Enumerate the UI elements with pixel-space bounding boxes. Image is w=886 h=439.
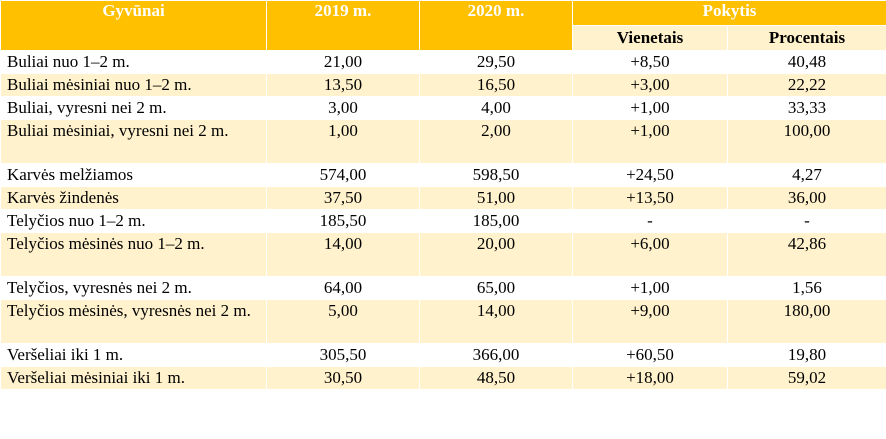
cell-2019: 21,00	[266, 50, 420, 74]
cell-change-units: +13,50	[572, 186, 728, 210]
table-row: Telyčios, vyresnės nei 2 m. 64,00 65,00 …	[0, 276, 886, 300]
header-units: Vienetais	[572, 25, 728, 51]
cell-animal: Buliai, vyresni nei 2 m.	[0, 96, 267, 120]
cell-change-percent: 19,80	[727, 343, 886, 367]
table-row: Buliai mėsiniai, vyresni nei 2 m. 1,00 2…	[0, 119, 886, 164]
cell-change-percent: 4,27	[727, 163, 886, 187]
header-change: Pokytis	[572, 0, 886, 26]
cell-animal: Buliai mėsiniai nuo 1–2 m.	[0, 73, 267, 97]
cell-animal: Buliai nuo 1–2 m.	[0, 50, 267, 74]
cell-change-units: +9,00	[572, 299, 728, 344]
table-row: Karvės melžiamos 574,00 598,50 +24,50 4,…	[0, 163, 886, 187]
table-row: Telyčios mėsinės nuo 1–2 m. 14,00 20,00 …	[0, 232, 886, 277]
cell-change-percent: 180,00	[727, 299, 886, 344]
cell-2020: 65,00	[419, 276, 573, 300]
cell-2019: 13,50	[266, 73, 420, 97]
cell-change-percent: 40,48	[727, 50, 886, 74]
cell-animal: Telyčios mėsinės, vyresnės nei 2 m.	[0, 299, 267, 344]
cell-animal: Telyčios, vyresnės nei 2 m.	[0, 276, 267, 300]
table-row: Buliai, vyresni nei 2 m. 3,00 4,00 +1,00…	[0, 96, 886, 120]
cell-2019: 30,50	[266, 366, 420, 390]
cell-2019: 1,00	[266, 119, 420, 164]
cell-change-units: -	[572, 209, 728, 233]
table-row: Veršeliai iki 1 m. 305,50 366,00 +60,50 …	[0, 343, 886, 367]
cell-change-units: +6,00	[572, 232, 728, 277]
cell-change-percent: 1,56	[727, 276, 886, 300]
cell-2019: 37,50	[266, 186, 420, 210]
header-row-main: Gyvūnai 2019 m. 2020 m. Pokytis	[0, 0, 886, 51]
cell-2019: 3,00	[266, 96, 420, 120]
cell-2020: 48,50	[419, 366, 573, 390]
cell-animal: Veršeliai mėsiniai iki 1 m.	[0, 366, 267, 390]
cell-2019: 64,00	[266, 276, 420, 300]
cell-2020: 185,00	[419, 209, 573, 233]
cell-2020: 29,50	[419, 50, 573, 74]
cell-animal: Buliai mėsiniai, vyresni nei 2 m.	[0, 119, 267, 164]
cell-2019: 185,50	[266, 209, 420, 233]
cell-change-units: +1,00	[572, 276, 728, 300]
cell-change-percent: 100,00	[727, 119, 886, 164]
cell-animal: Telyčios mėsinės nuo 1–2 m.	[0, 232, 267, 277]
table-row: Buliai nuo 1–2 m. 21,00 29,50 +8,50 40,4…	[0, 50, 886, 74]
table-row: Buliai mėsiniai nuo 1–2 m. 13,50 16,50 +…	[0, 73, 886, 97]
cell-change-percent: 22,22	[727, 73, 886, 97]
cell-2019: 574,00	[266, 163, 420, 187]
cell-2019: 305,50	[266, 343, 420, 367]
cell-2019: 14,00	[266, 232, 420, 277]
cell-2020: 51,00	[419, 186, 573, 210]
cell-2020: 2,00	[419, 119, 573, 164]
cell-animal: Karvės žindenės	[0, 186, 267, 210]
header-2020: 2020 m.	[419, 0, 573, 51]
cell-2020: 598,50	[419, 163, 573, 187]
table-row: Karvės žindenės 37,50 51,00 +13,50 36,00	[0, 186, 886, 210]
cell-2020: 14,00	[419, 299, 573, 344]
cell-animal: Telyčios nuo 1–2 m.	[0, 209, 267, 233]
cell-change-percent: 42,86	[727, 232, 886, 277]
table-row: Veršeliai mėsiniai iki 1 m. 30,50 48,50 …	[0, 366, 886, 390]
cell-change-percent: 36,00	[727, 186, 886, 210]
table-row: Telyčios nuo 1–2 m. 185,50 185,00 - -	[0, 209, 886, 233]
cell-2020: 4,00	[419, 96, 573, 120]
table-row: Telyčios mėsinės, vyresnės nei 2 m. 5,00…	[0, 299, 886, 344]
table-header: Gyvūnai 2019 m. 2020 m. Pokytis Vienetai…	[0, 0, 886, 51]
cell-animal: Karvės melžiamos	[0, 163, 267, 187]
cell-change-units: +8,50	[572, 50, 728, 74]
cell-change-units: +1,00	[572, 119, 728, 164]
cell-change-units: +18,00	[572, 366, 728, 390]
cell-change-percent: 33,33	[727, 96, 886, 120]
cell-change-percent: -	[727, 209, 886, 233]
cell-change-units: +1,00	[572, 96, 728, 120]
header-2019: 2019 m.	[266, 0, 420, 51]
cell-change-units: +3,00	[572, 73, 728, 97]
table-body: Buliai nuo 1–2 m. 21,00 29,50 +8,50 40,4…	[0, 50, 886, 390]
header-animal: Gyvūnai	[0, 0, 267, 51]
cell-change-units: +24,50	[572, 163, 728, 187]
cell-animal: Veršeliai iki 1 m.	[0, 343, 267, 367]
cell-2020: 16,50	[419, 73, 573, 97]
cell-2020: 20,00	[419, 232, 573, 277]
livestock-table: Gyvūnai 2019 m. 2020 m. Pokytis Vienetai…	[0, 0, 886, 390]
cell-change-percent: 59,02	[727, 366, 886, 390]
cell-2019: 5,00	[266, 299, 420, 344]
header-percent: Procentais	[727, 25, 886, 51]
cell-change-units: +60,50	[572, 343, 728, 367]
cell-2020: 366,00	[419, 343, 573, 367]
